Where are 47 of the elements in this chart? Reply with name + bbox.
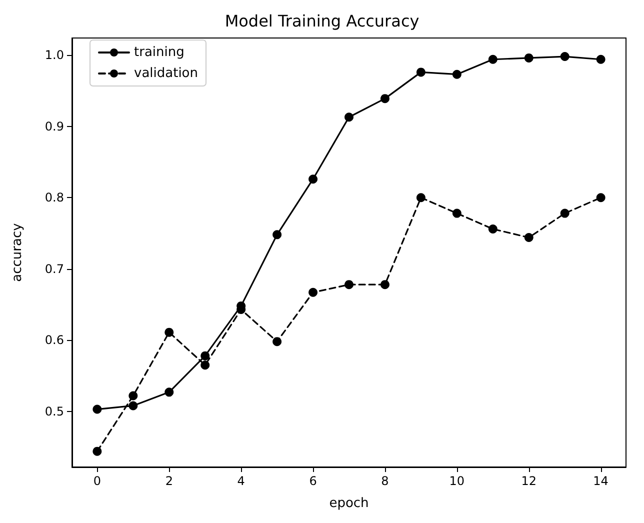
point — [344, 280, 354, 290]
y-tick-label: 0.9 — [44, 119, 64, 134]
point — [452, 208, 462, 218]
point — [344, 112, 354, 122]
x-tick-label: 4 — [237, 474, 245, 488]
y-tick-label: 0.7 — [44, 262, 64, 276]
y-tick-label: 1.0 — [44, 48, 64, 62]
point — [488, 54, 498, 64]
point — [200, 360, 210, 370]
point — [308, 288, 318, 297]
point — [416, 193, 426, 202]
y-tick-label: 0.6 — [44, 333, 64, 348]
point — [380, 280, 390, 290]
y-tick-label: 0.5 — [44, 404, 64, 418]
point — [164, 328, 174, 337]
point — [200, 351, 210, 360]
x-tick-label: 10 — [449, 474, 465, 488]
point — [380, 94, 390, 104]
x-tick-label: 6 — [309, 474, 317, 488]
point — [92, 404, 102, 414]
point — [488, 224, 498, 234]
x-tick-label: 2 — [165, 474, 173, 488]
point — [92, 446, 102, 456]
point — [164, 388, 174, 397]
x-tick-label: 0 — [93, 474, 101, 488]
point — [596, 54, 606, 64]
point — [524, 53, 534, 62]
point — [272, 337, 282, 346]
y-axis-title: accuracy — [10, 222, 25, 282]
point — [452, 70, 462, 79]
x-axis-title: epoch — [329, 496, 369, 511]
x-tick-label: 12 — [521, 474, 537, 488]
point — [560, 52, 570, 62]
x-tick-label: 14 — [593, 474, 608, 488]
point — [128, 401, 138, 410]
chart-title: Model Training Accuracy — [224, 12, 420, 30]
y-tick-label: 0.8 — [44, 190, 64, 205]
legend-label: training — [134, 45, 184, 60]
legend-label: validation — [134, 66, 198, 81]
point — [128, 391, 138, 400]
point — [560, 208, 570, 218]
point — [524, 233, 534, 242]
point — [308, 174, 318, 184]
point — [416, 68, 426, 77]
point — [596, 193, 606, 202]
x-tick-label: 8 — [381, 474, 389, 488]
point — [272, 230, 282, 240]
